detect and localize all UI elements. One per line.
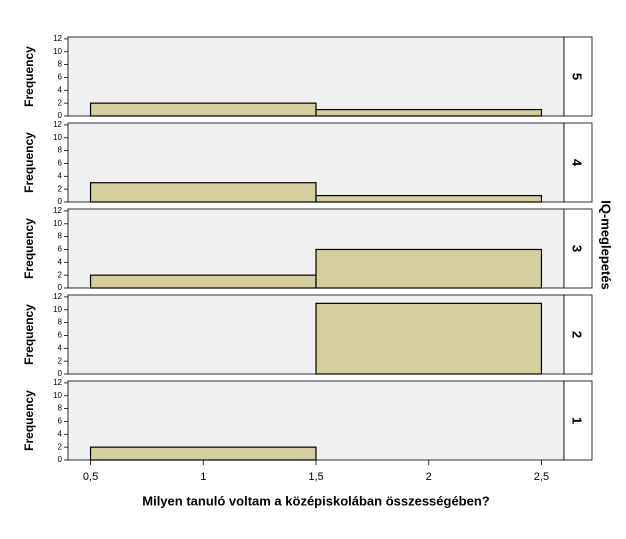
panel-label: 3 bbox=[570, 245, 585, 252]
panel-label: 5 bbox=[570, 73, 585, 80]
panel-label: 4 bbox=[570, 159, 585, 167]
x-tick-label: 0,5 bbox=[83, 471, 98, 483]
y-tick-label: 6 bbox=[58, 159, 63, 168]
y-tick-label: 10 bbox=[53, 305, 62, 314]
x-tick-label: 1 bbox=[200, 471, 206, 483]
y-tick-label: 6 bbox=[58, 331, 63, 340]
y-tick-label: 10 bbox=[53, 219, 62, 228]
y-tick-label: 8 bbox=[58, 318, 63, 327]
y-tick-label: 12 bbox=[53, 378, 62, 387]
y-tick-label: 2 bbox=[58, 356, 63, 365]
panel-strip bbox=[563, 294, 593, 375]
y-axis-label: Frequency bbox=[22, 304, 36, 365]
y-axis-label: Frequency bbox=[22, 46, 36, 107]
y-tick-label: 2 bbox=[58, 270, 63, 279]
y-tick-label: 8 bbox=[58, 232, 63, 241]
bar bbox=[315, 302, 543, 375]
y-tick-label: 2 bbox=[58, 442, 63, 451]
y-tick-label: 0 bbox=[58, 283, 63, 292]
y-axis-label: Frequency bbox=[22, 218, 36, 279]
panel-label: 1 bbox=[570, 417, 585, 424]
y-tick-label: 6 bbox=[58, 417, 63, 426]
x-tick-label: 2,5 bbox=[534, 471, 549, 483]
y-tick-label: 8 bbox=[58, 146, 63, 155]
y-tick-label: 2 bbox=[58, 98, 63, 107]
panel-strip bbox=[563, 122, 593, 203]
y-tick-label: 2 bbox=[58, 184, 63, 193]
facet-title: IQ-meglepetés bbox=[599, 200, 614, 290]
y-tick-label: 0 bbox=[58, 455, 63, 464]
bar bbox=[315, 194, 543, 203]
y-tick-label: 4 bbox=[58, 343, 63, 352]
y-tick-label: 0 bbox=[58, 111, 63, 120]
y-tick-label: 12 bbox=[53, 206, 62, 215]
y-tick-label: 4 bbox=[58, 171, 63, 180]
x-tick-label: 1,5 bbox=[308, 471, 323, 483]
y-tick-label: 6 bbox=[58, 245, 63, 254]
y-tick-label: 4 bbox=[58, 429, 63, 438]
y-tick-label: 8 bbox=[58, 60, 63, 69]
y-tick-label: 0 bbox=[58, 369, 63, 378]
bar bbox=[89, 102, 317, 117]
y-tick-label: 12 bbox=[53, 120, 62, 129]
y-tick-label: 10 bbox=[53, 133, 62, 142]
bar bbox=[89, 274, 317, 289]
x-axis-label: Milyen tanuló voltam a középiskolában ös… bbox=[142, 493, 490, 508]
panel-strip bbox=[563, 380, 593, 461]
y-tick-label: 10 bbox=[53, 47, 62, 56]
bar bbox=[89, 182, 317, 203]
y-tick-label: 6 bbox=[58, 73, 63, 82]
bar bbox=[315, 108, 543, 117]
y-tick-label: 12 bbox=[53, 34, 62, 43]
x-tick-label: 2 bbox=[426, 471, 432, 483]
y-tick-label: 8 bbox=[58, 404, 63, 413]
panel-strip bbox=[563, 36, 593, 117]
y-tick-label: 4 bbox=[58, 85, 63, 94]
panel-label: 2 bbox=[570, 331, 585, 338]
bar bbox=[89, 446, 317, 461]
y-tick-label: 12 bbox=[53, 292, 62, 301]
y-tick-label: 10 bbox=[53, 391, 62, 400]
y-tick-label: 4 bbox=[58, 257, 63, 266]
y-axis-label: Frequency bbox=[22, 132, 36, 193]
panel-strip bbox=[563, 208, 593, 289]
bar bbox=[315, 248, 543, 289]
y-axis-label: Frequency bbox=[22, 390, 36, 451]
y-tick-label: 0 bbox=[58, 197, 63, 206]
